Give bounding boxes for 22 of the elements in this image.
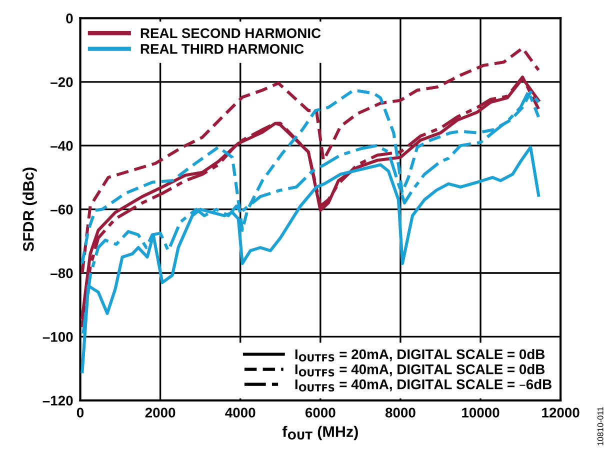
y-axis-title: SFDR (dBc) — [22, 168, 37, 252]
legend-label: REAL THIRD HARMONIC — [140, 44, 304, 54]
x-tick-label: 8000 — [385, 408, 416, 418]
y-tick-label: 0 — [66, 14, 73, 24]
y-tick-label: –60 — [50, 204, 73, 214]
y-tick-label: –100 — [42, 332, 73, 342]
annotation: I$_{OUTFS}$ = 40mA, DIGITAL SCALE = 0dB — [295, 364, 545, 376]
y-tick-label: –40 — [50, 140, 73, 151]
x-tick-label: 4000 — [225, 408, 256, 418]
text: 10810-011 — [597, 407, 604, 446]
y-tick-label: –120 — [42, 396, 73, 406]
y-tick-label: –20 — [50, 77, 73, 88]
x-tick-label: 6000 — [305, 408, 336, 418]
x-axis-title: f$_{OUT}$ (MHz) — [282, 426, 358, 440]
annotation: I$_{OUTFS}$ = 40mA, DIGITAL SCALE = –6dB — [295, 379, 552, 392]
x-tick-label: 12000 — [542, 408, 580, 418]
legend-label: REAL SECOND HARMONIC — [140, 28, 321, 38]
annotation: I$_{OUTFS}$ = 20mA, DIGITAL SCALE = 0dB — [295, 348, 545, 362]
x-tick-label: 10000 — [462, 408, 500, 418]
x-tick-label: 0 — [76, 408, 84, 418]
x-tick-label: 2000 — [145, 408, 176, 418]
y-tick-label: –80 — [50, 268, 73, 278]
